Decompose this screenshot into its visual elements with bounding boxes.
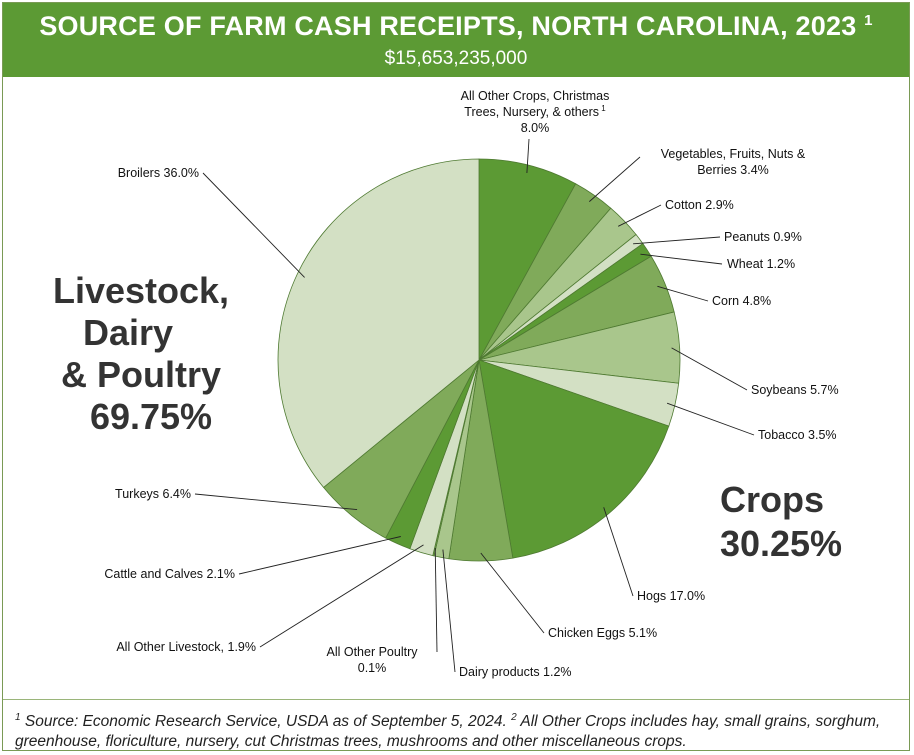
leader-line	[194, 493, 358, 511]
title-text: SOURCE OF FARM CASH RECEIPTS, NORTH CARO…	[39, 11, 857, 41]
leader-line	[526, 138, 530, 174]
slice-label: Peanuts 0.9%	[724, 230, 802, 244]
slice-label: Vegetables, Fruits, Nuts & Berries 3.4%	[661, 147, 806, 177]
leader-line	[633, 236, 721, 245]
slice-labels: All Other Crops, Christmas Trees, Nursery…	[104, 89, 838, 679]
slice-label: Wheat 1.2%	[727, 257, 795, 271]
leader-line	[617, 204, 662, 227]
slice-label: Corn 4.8%	[712, 294, 771, 308]
slice-label: All Other Livestock, 1.9%	[116, 640, 256, 654]
pie-slice-all-other-crops-christmas-trees-nursery-others	[478, 158, 577, 361]
header-bar: SOURCE OF FARM CASH RECEIPTS, NORTH CARO…	[3, 3, 909, 77]
slice-label: Broilers 36.0%	[118, 166, 199, 180]
slice-label: Hogs 17.0%	[637, 589, 705, 603]
slice-label: Turkeys 6.4%	[115, 487, 191, 501]
crops-group-label: Crops 30.25%	[720, 479, 842, 564]
slice-label: All Other Poultry 0.1%	[326, 645, 418, 675]
pie-slices	[277, 158, 681, 562]
leader-line	[640, 253, 723, 265]
leader-line	[671, 347, 748, 391]
slice-label: All Other Crops, Christmas Trees, Nursery…	[461, 89, 610, 135]
pie-slice-broilers	[277, 158, 480, 488]
leader-lines	[194, 138, 755, 673]
footnote: 1 Source: Economic Research Service, USD…	[3, 699, 909, 752]
footnote-text-2: All Other Crops includes hay, small grai…	[15, 713, 881, 751]
leader-line	[202, 172, 305, 278]
slice-label: Dairy products 1.2%	[459, 665, 572, 679]
chart-subtitle: $15,653,235,000	[384, 48, 528, 69]
livestock-group-label: Livestock, Dairy & Poultry 69.75%	[53, 270, 229, 437]
leader-line	[442, 549, 456, 673]
group-labels: Livestock, Dairy & Poultry 69.75% Crops 30.25…	[53, 270, 842, 564]
footnote-mark-2: 2	[511, 712, 517, 723]
pie-slice-hogs	[478, 359, 670, 559]
slice-label: Chicken Eggs 5.1%	[548, 626, 657, 640]
leader-line	[603, 507, 634, 597]
leader-line	[238, 536, 401, 575]
chart-title: SOURCE OF FARM CASH RECEIPTS, NORTH CARO…	[3, 11, 909, 42]
slice-label: Cotton 2.9%	[665, 198, 734, 212]
footnote-text-1: Source: Economic Research Service, USDA …	[20, 713, 512, 731]
leader-line	[657, 285, 709, 302]
leader-line	[434, 547, 438, 653]
title-footnote-mark: 1	[864, 12, 873, 29]
leader-line	[666, 402, 755, 436]
slice-label: Soybeans 5.7%	[751, 383, 839, 397]
leader-line	[259, 544, 424, 648]
leader-line	[480, 552, 545, 634]
leader-line	[589, 156, 641, 202]
footnote-mark-1: 1	[15, 712, 21, 723]
slice-label: Cattle and Calves 2.1%	[104, 567, 235, 581]
slice-label: Tobacco 3.5%	[758, 428, 837, 442]
